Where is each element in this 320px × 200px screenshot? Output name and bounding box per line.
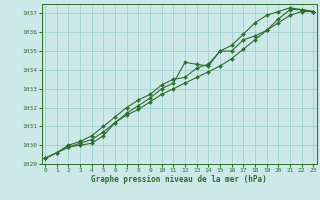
X-axis label: Graphe pression niveau de la mer (hPa): Graphe pression niveau de la mer (hPa) xyxy=(91,175,267,184)
